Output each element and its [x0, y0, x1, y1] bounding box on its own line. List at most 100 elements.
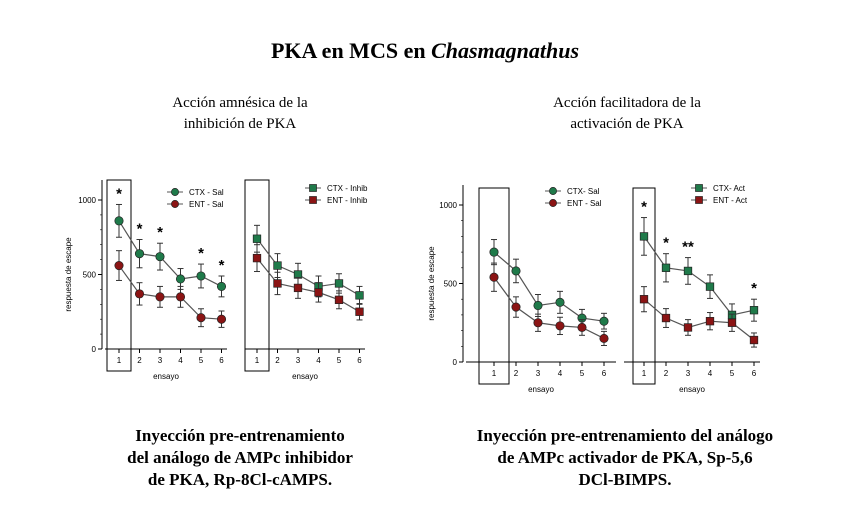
left-subtitle: Acción amnésica de la inhibición de PKA	[100, 93, 380, 135]
trial-highlight-box	[244, 179, 270, 372]
trial-highlight-box	[478, 187, 510, 385]
x-tick-label: 1	[642, 369, 647, 378]
data-point	[293, 283, 303, 293]
x-tick-label: 1	[255, 356, 260, 365]
data-point	[749, 335, 759, 345]
x-tick-label: 2	[275, 356, 280, 365]
x-tick-label: 6	[752, 369, 757, 378]
data-point	[273, 279, 282, 288]
legend-label: ENT - Inhib	[327, 196, 368, 205]
data-point	[555, 297, 565, 307]
data-point	[114, 261, 124, 271]
significance-star: *	[641, 199, 647, 216]
legend-label: CTX- Sal	[567, 187, 600, 196]
series-line	[493, 276, 605, 339]
significance-star: **	[682, 239, 694, 256]
x-tick-label: 4	[558, 369, 563, 378]
data-point	[155, 292, 165, 302]
data-point	[727, 318, 737, 327]
y-tick-label: 0	[92, 345, 97, 354]
legend-label: CTX - Sal	[189, 188, 224, 197]
right-caption: Inyección pre-entrenamiento del análogo …	[425, 425, 825, 491]
data-point	[683, 323, 693, 332]
data-point	[533, 318, 543, 328]
x-tick-label: 5	[337, 356, 342, 365]
data-point	[489, 247, 499, 257]
series-line	[643, 298, 755, 341]
right-caption-line-3: DCl-BIMPS.	[578, 470, 672, 489]
legend-label: ENT - Sal	[567, 199, 602, 208]
x-tick-label: 4	[316, 356, 321, 365]
right-caption-line-2: de AMPc activador de PKA, Sp-5,6	[497, 448, 753, 467]
y-tick-label: 500	[444, 280, 458, 289]
left-subtitle-line-2: inhibición de PKA	[183, 116, 297, 132]
data-point	[175, 292, 186, 302]
data-point	[216, 314, 227, 324]
data-point	[114, 216, 124, 226]
left-caption-line-2: del análogo de AMPc inhibidor	[127, 448, 353, 467]
data-point	[599, 316, 609, 326]
series-line	[493, 251, 605, 322]
data-point	[511, 302, 521, 312]
data-point	[196, 271, 206, 281]
significance-star: *	[751, 280, 757, 297]
y-axis-label: respuesta de escape	[427, 246, 436, 321]
y-axis-label: respuesta de escape	[64, 237, 73, 312]
data-point	[749, 306, 759, 315]
x-axis-label: ensayo	[679, 385, 705, 394]
legend-label: ENT - Sal	[189, 200, 224, 209]
data-point	[511, 266, 521, 276]
right-subtitle-line-2: activación de PKA	[570, 116, 684, 132]
data-point	[533, 300, 543, 311]
x-tick-label: 1	[117, 356, 122, 365]
left-caption: Inyección pre-entrenamiento del análogo …	[60, 425, 420, 491]
y-tick-label: 500	[83, 271, 97, 280]
data-point	[175, 274, 186, 284]
x-tick-label: 6	[602, 369, 607, 378]
y-tick-label: 1000	[439, 201, 457, 210]
x-tick-label: 5	[730, 369, 735, 378]
legend-marker	[695, 184, 703, 192]
left-caption-line-3: de PKA, Rp-8Cl-cAMPS.	[147, 470, 333, 489]
data-point	[155, 252, 165, 262]
data-point	[489, 272, 499, 282]
x-tick-label: 1	[492, 369, 497, 378]
legend-label: CTX- Act	[713, 184, 746, 193]
data-point	[661, 263, 671, 272]
data-point	[705, 282, 715, 291]
series-line	[256, 257, 360, 313]
x-tick-label: 5	[199, 356, 204, 365]
legend-marker	[549, 199, 557, 207]
data-point	[355, 291, 364, 300]
data-point	[661, 313, 671, 323]
legend-marker	[695, 196, 703, 204]
legend-marker	[549, 187, 557, 195]
right-caption-line-1: Inyección pre-entrenamiento del análogo	[476, 426, 774, 445]
series-line	[118, 265, 222, 320]
x-tick-label: 4	[708, 369, 713, 378]
legend-marker	[171, 188, 179, 196]
left-caption-line-1: Inyección pre-entrenamiento	[135, 426, 345, 445]
x-tick-label: 3	[158, 356, 163, 365]
trial-highlight-box	[632, 187, 656, 385]
x-tick-label: 2	[137, 356, 142, 365]
legend-marker	[309, 184, 317, 192]
data-point	[599, 333, 609, 343]
y-tick-label: 1000	[78, 196, 96, 205]
legend-marker	[171, 200, 179, 208]
significance-star: *	[157, 224, 163, 241]
series-line	[118, 220, 222, 287]
x-tick-label: 3	[536, 369, 541, 378]
data-point	[196, 313, 206, 323]
data-point	[639, 295, 649, 304]
right-subtitle-line-1: Acción facilitadora de la	[553, 95, 701, 111]
x-axis-label: ensayo	[528, 385, 554, 394]
significance-star: *	[219, 257, 225, 274]
data-point	[134, 289, 145, 299]
data-point	[273, 261, 282, 270]
legend-marker	[309, 196, 317, 204]
right-chart: 0 500 1000 respuesta de escape 1 2 3 4 5 6 ensayo C…	[427, 184, 760, 394]
x-axis-label: ensayo	[153, 372, 179, 381]
data-point	[314, 288, 323, 297]
data-point	[216, 281, 227, 291]
